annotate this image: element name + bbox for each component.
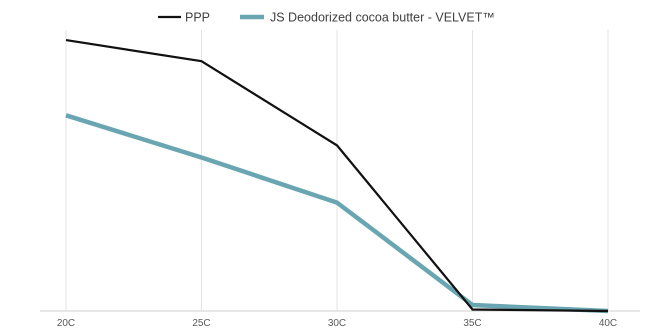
x-tick-label: 40C — [599, 318, 617, 329]
x-tick-label: 20C — [57, 318, 75, 329]
series-line-cocoa-butter — [65, 113, 609, 314]
legend-label-cocoa-butter: JS Deodorized cocoa butter - VELVET™ — [270, 11, 495, 25]
x-gridlines — [65, 30, 609, 311]
x-tick-label: 35C — [463, 318, 481, 329]
legend-label-ppp: PPP — [185, 11, 210, 25]
series-lines — [65, 39, 609, 314]
x-tick-label: 25C — [192, 318, 210, 329]
series-line-ppp — [65, 39, 609, 313]
x-tick-labels: 20C 25C 30C 35C 40C — [57, 318, 617, 329]
legend: PPP JS Deodorized cocoa butter - VELVET™ — [158, 11, 495, 25]
x-tick-label: 30C — [328, 318, 346, 329]
